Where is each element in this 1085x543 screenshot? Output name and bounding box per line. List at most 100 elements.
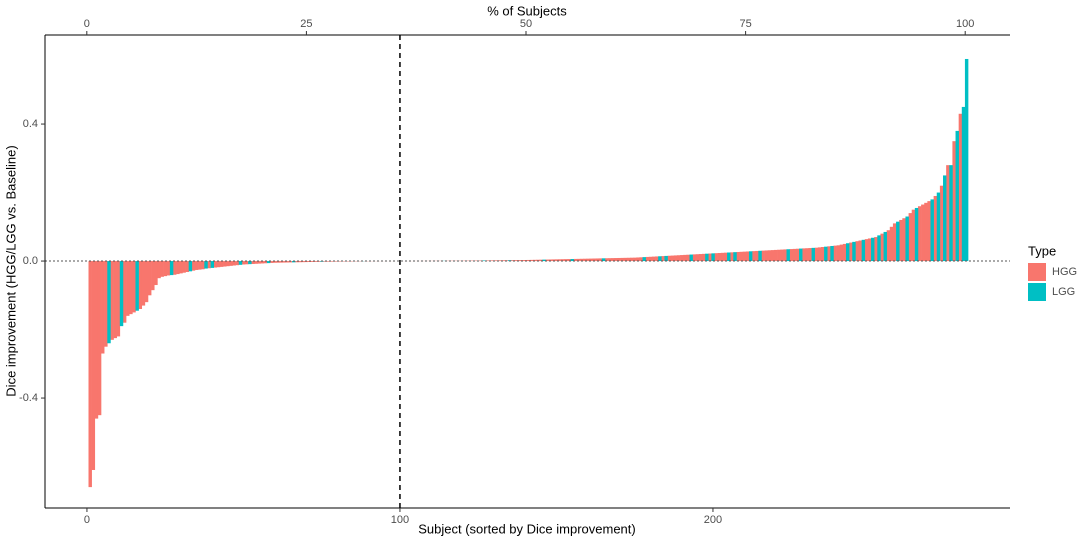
bar	[545, 259, 549, 262]
bar	[576, 258, 581, 262]
bar	[927, 201, 931, 262]
bar	[708, 253, 712, 262]
bar	[871, 237, 875, 262]
bar	[645, 256, 650, 262]
bar	[251, 261, 255, 264]
bar	[676, 255, 681, 262]
bar	[827, 246, 831, 262]
bar	[147, 261, 152, 296]
bar	[144, 261, 149, 303]
bar	[626, 257, 631, 262]
bar	[101, 261, 105, 354]
bar	[323, 261, 327, 262]
bar	[110, 261, 114, 340]
bar	[670, 255, 675, 262]
bar	[536, 259, 540, 262]
bar	[122, 261, 127, 323]
bar	[254, 261, 258, 264]
bar	[482, 260, 487, 262]
bar	[620, 257, 625, 262]
bar	[235, 261, 240, 266]
bar	[720, 252, 725, 262]
bar	[135, 261, 139, 311]
bar	[752, 251, 756, 262]
bar	[655, 256, 659, 262]
bar	[761, 250, 765, 262]
bar	[946, 165, 950, 262]
bar	[814, 247, 819, 262]
bar	[166, 261, 171, 276]
bar	[723, 252, 728, 262]
bar	[736, 251, 740, 262]
bar	[955, 130, 959, 262]
bar	[698, 254, 703, 262]
bar	[896, 221, 900, 262]
bar	[664, 255, 668, 262]
bar	[874, 237, 878, 262]
bar	[163, 261, 168, 277]
bar	[658, 256, 662, 262]
bar	[207, 261, 211, 269]
bar	[811, 247, 815, 262]
bar	[758, 250, 762, 262]
bar	[864, 239, 869, 262]
bar	[232, 261, 236, 266]
legend-title: Type	[1028, 243, 1056, 258]
bar	[298, 261, 302, 263]
bar	[595, 258, 600, 262]
bar	[636, 257, 640, 262]
bar	[182, 261, 186, 273]
bar	[176, 261, 180, 275]
bar	[279, 261, 283, 263]
bar	[855, 241, 859, 262]
bar	[939, 185, 944, 262]
bar	[795, 248, 800, 262]
bar	[714, 253, 718, 262]
bar	[623, 257, 628, 262]
bar	[639, 257, 643, 262]
bar	[836, 245, 841, 262]
bar	[792, 248, 797, 262]
bar	[517, 260, 521, 262]
x-axis-title: Subject (sorted by Dice improvement)	[418, 521, 635, 536]
bar	[651, 256, 656, 262]
bar	[586, 258, 590, 262]
bar	[229, 261, 233, 266]
bar	[889, 226, 894, 262]
bar	[511, 260, 515, 262]
bar	[601, 258, 606, 262]
bar	[88, 261, 92, 488]
bar	[921, 204, 925, 262]
bar	[539, 259, 543, 262]
bar	[219, 261, 224, 267]
bar	[295, 261, 299, 263]
bar	[943, 175, 947, 262]
bar	[661, 256, 665, 262]
bar	[730, 252, 734, 262]
bar	[129, 261, 133, 315]
bar	[820, 247, 825, 262]
bar	[188, 261, 193, 272]
bar	[532, 259, 537, 262]
bar	[880, 233, 884, 262]
bar	[930, 199, 934, 262]
bar	[486, 260, 490, 262]
bar	[567, 259, 571, 262]
y-axis-title: Dice improvement (HGG/LGG vs. Baseline)	[3, 145, 18, 396]
bar	[805, 248, 809, 262]
x-tick-label: 0	[84, 514, 90, 526]
legend-label: HGG	[1052, 266, 1077, 278]
bar	[899, 219, 903, 262]
bar	[526, 259, 531, 262]
bar	[648, 256, 653, 262]
bar	[611, 258, 615, 262]
bar	[173, 261, 177, 275]
bar	[614, 258, 618, 262]
bar	[777, 249, 781, 262]
bar	[589, 258, 593, 262]
bar	[933, 195, 938, 262]
bar	[266, 261, 271, 264]
bar	[711, 253, 715, 262]
bar	[257, 261, 261, 264]
bar	[767, 250, 772, 262]
